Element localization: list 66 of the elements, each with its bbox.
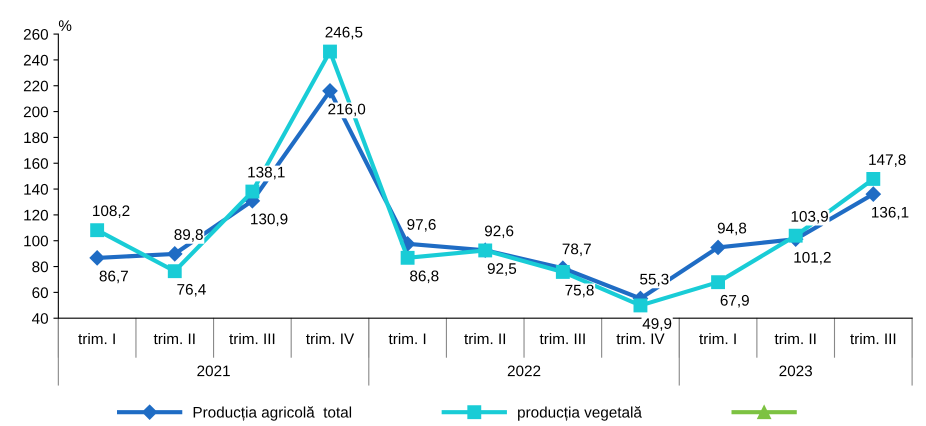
data-label: 86,7: [100, 270, 128, 284]
data-label: 136,1: [872, 206, 908, 220]
data-label: 138,1: [248, 166, 285, 180]
data-label: 76,4: [177, 284, 206, 297]
y-tick-label: 120: [24, 210, 48, 221]
text: 2022: [508, 365, 540, 376]
data-label: 108,2: [93, 205, 130, 218]
y-tick-label: 100: [24, 236, 48, 246]
y-tick-label: 80: [32, 261, 48, 272]
point: [168, 264, 182, 278]
text: 2023: [779, 365, 812, 376]
point: [90, 223, 104, 238]
point: [634, 298, 648, 312]
data-label: 89,8: [174, 229, 203, 242]
point: [323, 44, 337, 58]
point: [400, 250, 415, 265]
x-tick-label: trim. IV: [306, 332, 354, 344]
data-label: 49,9: [642, 318, 672, 331]
x-tick-label: trim. I: [78, 332, 115, 344]
y-tick-label: 140: [24, 184, 48, 195]
y-tick-label: 180: [24, 132, 48, 144]
x-tick-label: trim. I: [388, 332, 426, 344]
data-label: 147,8: [869, 154, 906, 167]
x-tick-label: trim. II: [154, 332, 195, 344]
y-tick-label: 60: [32, 287, 48, 298]
text: 2021: [197, 365, 230, 376]
x-tick-label: trim. III: [229, 332, 274, 344]
point: [866, 186, 881, 202]
x-tick-label: trim. II: [774, 332, 816, 344]
legend-label: Producția agricolă total: [194, 406, 352, 421]
y-tick-label: 40: [32, 313, 48, 324]
x-tick-label: trim. I: [699, 332, 736, 344]
point: [322, 83, 338, 98]
x-tick-label: trim. II: [464, 332, 506, 344]
data-label: 55,3: [640, 274, 669, 286]
point: [90, 250, 105, 266]
x-tick-label: trim. III: [540, 332, 585, 344]
data-label: 78,7: [562, 243, 591, 256]
data-label: 101,2: [794, 252, 831, 265]
data-label: 216,0: [328, 104, 366, 116]
point: [556, 265, 570, 279]
data-label: 103,9: [792, 210, 828, 224]
x-tick-label: trim. IV: [616, 332, 665, 344]
point: [167, 246, 182, 262]
point: [711, 275, 726, 290]
y-tick-label: 260: [24, 28, 48, 40]
point: [866, 172, 880, 186]
data-label: 246,5: [326, 26, 362, 40]
point: [245, 184, 260, 198]
y-tick-label: 220: [24, 80, 48, 92]
data-label: 67,9: [720, 294, 749, 308]
data-label: 94,8: [718, 222, 746, 236]
y-axis-title: %: [58, 20, 72, 31]
point: [710, 240, 726, 256]
data-label: 92,5: [488, 263, 516, 276]
data-label: 86,8: [410, 270, 438, 284]
data-label: 92,6: [484, 226, 514, 238]
legend-label: producția vegetală: [518, 406, 642, 421]
point: [788, 228, 803, 243]
x-tick-label: trim. III: [850, 332, 896, 344]
y-tick-label: 200: [24, 106, 48, 118]
data-label: 75,8: [565, 284, 594, 298]
y-tick-label: 240: [24, 54, 48, 66]
data-label: 130,9: [251, 214, 288, 226]
y-tick-label: 160: [24, 158, 48, 169]
data-label: 97,6: [407, 219, 436, 232]
